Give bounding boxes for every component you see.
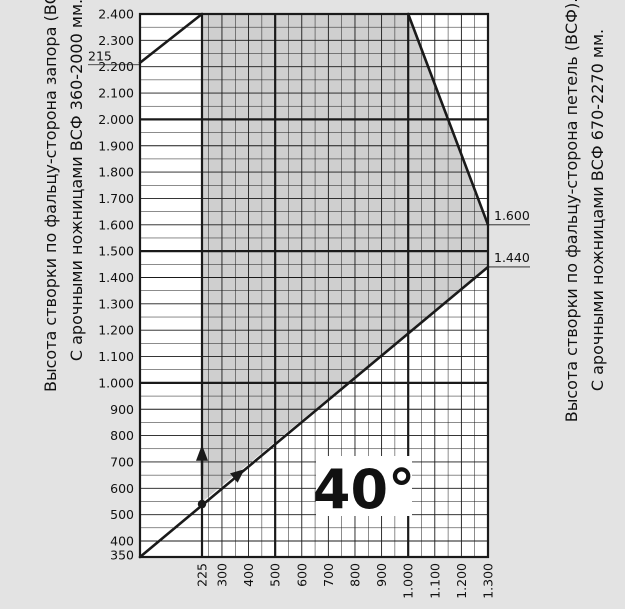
annotation-label: 215 <box>88 49 112 64</box>
y-tick-label: 1.300 <box>98 296 134 311</box>
x-tick-label: 400 <box>241 563 256 587</box>
left-label-line-1: Высота створки по фальцу-сторона запора … <box>41 0 60 392</box>
y-tick-label: 1.500 <box>98 244 134 259</box>
y-tick-label: 1.700 <box>98 191 134 206</box>
valid-region <box>202 14 488 502</box>
y-tick-label: 400 <box>110 534 134 549</box>
boundary-line-1 <box>138 265 490 559</box>
y-tick-label: 1.400 <box>98 270 134 285</box>
y-tick-label: 2.300 <box>98 33 134 48</box>
y-tick-label: 1.800 <box>98 165 134 180</box>
y-tick-label: 2.100 <box>98 86 134 101</box>
angle-label-backing <box>316 456 412 516</box>
annotation-label: 1.600 <box>494 208 530 223</box>
y-tick-label: 500 <box>110 507 134 522</box>
y-tick-label: 1.000 <box>98 375 134 390</box>
y-tick-label: 2.200 <box>98 59 134 74</box>
x-tick-label: 500 <box>268 563 283 587</box>
right-label-line-1: Высота створки по фальцу-сторона петель … <box>562 0 581 423</box>
x-tick-label: 225 <box>195 563 210 587</box>
y-tick-label: 1.100 <box>98 349 134 364</box>
x-tick-label: 300 <box>214 563 229 587</box>
x-tick-label: 700 <box>321 563 336 587</box>
y-tick-label: 700 <box>110 454 134 469</box>
x-tick-label: 800 <box>347 563 362 587</box>
annotation-label: 1.440 <box>494 250 530 265</box>
y-tick-label: 1.900 <box>98 138 134 153</box>
y-tick-label: 1.600 <box>98 217 134 232</box>
boundary-line-2 <box>138 12 204 65</box>
x-tick-label: 1.000 <box>401 563 416 599</box>
left-label-line-2: С арочными ножницами ВСФ 360-2000 мм. <box>67 0 86 362</box>
x-tick-label: 1.100 <box>427 563 442 599</box>
start-point <box>197 499 207 509</box>
arrow-up-head <box>196 444 208 461</box>
plot-border <box>138 12 490 559</box>
y-tick-label: 600 <box>110 481 134 496</box>
y-tick-label: 1.200 <box>98 323 134 338</box>
y-tick-label: 2.000 <box>98 112 134 127</box>
x-tick-label: 1.200 <box>454 563 469 599</box>
boundary-line-3 <box>406 12 490 227</box>
x-tick-label: 900 <box>374 563 389 587</box>
y-tick-label: 2.400 <box>98 7 134 22</box>
y-tick-label: 900 <box>110 402 134 417</box>
x-tick-label: 600 <box>294 563 309 587</box>
x-tick-label: 1.300 <box>481 563 496 599</box>
angle-label: 40° <box>313 458 415 521</box>
y-tick-label: 350 <box>110 548 134 563</box>
arrow-diagonal-head <box>230 469 245 483</box>
y-tick-label: 800 <box>110 428 134 443</box>
right-label-line-2: С арочными ножницами ВСФ 670-2270 мм. <box>588 28 607 392</box>
